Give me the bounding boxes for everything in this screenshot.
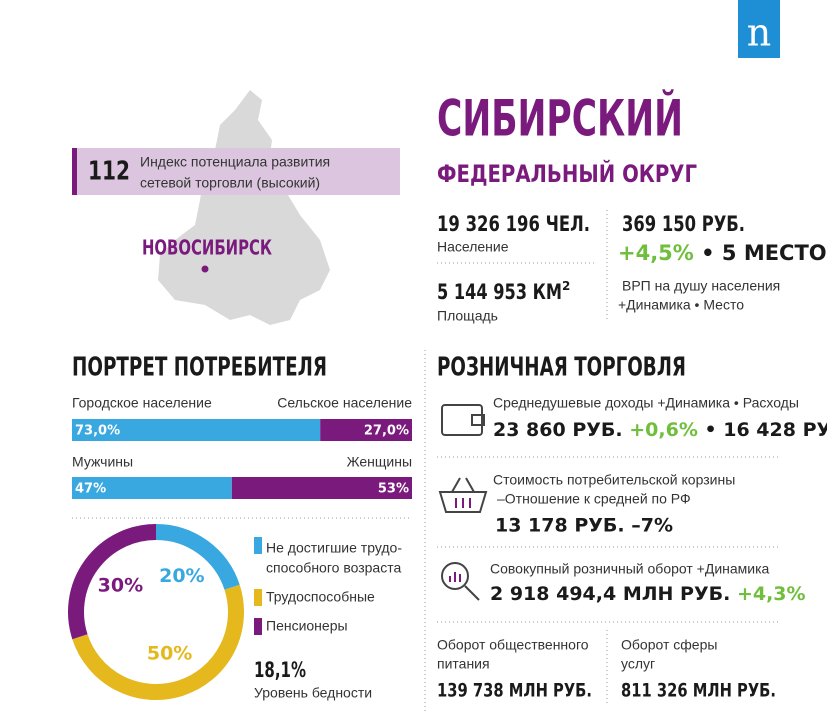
- services-value: 811 326 МЛН РУБ.: [621, 680, 776, 702]
- wallet-icon: [441, 404, 485, 436]
- grp-label: ВРП на душу населения: [622, 278, 780, 294]
- bar-segment: [72, 477, 232, 499]
- bar-value-label: 47%: [75, 482, 106, 497]
- legend-label: Трудоспособные: [266, 589, 375, 605]
- legend-swatch: [254, 589, 262, 606]
- donut-label: 20%: [159, 565, 204, 587]
- poverty-value: 18,1%: [254, 658, 306, 682]
- legend-label: Пенсионеры: [266, 618, 348, 634]
- bar-right-label: Женщины: [347, 454, 412, 470]
- donut-segment: [72, 584, 244, 700]
- retail-label: Оборот сферы: [621, 637, 717, 653]
- section-title: РОЗНИЧНАЯ ТОРГОВЛЯ: [437, 353, 686, 383]
- index-label: Индекс потенциала развития: [140, 154, 330, 170]
- region-title: СИБИРСКИЙ: [437, 89, 683, 148]
- bar-value-label: 73,0%: [75, 424, 120, 439]
- index-value: 112: [88, 157, 130, 187]
- area-label: Площадь: [437, 308, 498, 324]
- bar-value-label: 53%: [378, 482, 409, 497]
- population-label: Население: [437, 239, 509, 255]
- region-subtitle: ФЕДЕРАЛЬНЫЙ ОКРУГ: [437, 159, 697, 188]
- turnover-line: 2 918 494,4 МЛН РУБ. +4,3%: [490, 583, 806, 605]
- legend-label: способного возраста: [266, 560, 401, 576]
- index-box: [72, 148, 400, 195]
- retail-label: Совокупный розничный оборот +Динамика: [490, 561, 770, 577]
- legend-label: Не достигшие трудо-: [266, 540, 402, 556]
- grp-value: 369 150 РУБ.: [622, 212, 745, 236]
- city: НОВОСИБИРСК: [142, 236, 272, 260]
- grp-label: +Динамика • Место: [618, 297, 744, 313]
- income-spending: • 16 428 РУБ.: [704, 419, 827, 441]
- bar-value-label: 27,0%: [364, 424, 409, 439]
- bar-segment: [72, 419, 321, 441]
- logo-box: [738, 0, 780, 58]
- catering-value: 139 738 МЛН РУБ.: [437, 680, 592, 702]
- donut-segment: [68, 524, 157, 640]
- basket-value: 13 178 РУБ. –7%: [495, 515, 673, 537]
- bar-left-label: Городское население: [72, 395, 212, 411]
- index-label: сетевой торговли (высокий): [140, 175, 320, 191]
- basket-icon: [438, 477, 488, 513]
- bar-right-label: Сельское население: [277, 395, 412, 411]
- turnover-dynamics: +4,3%: [737, 583, 806, 605]
- legend-swatch: [254, 618, 262, 635]
- grp-rank: • 5 МЕСТО: [701, 241, 827, 265]
- donut-label: 50%: [147, 642, 192, 664]
- city-dot: [201, 265, 209, 273]
- bar-left-label: Мужчины: [72, 454, 133, 470]
- search-icon: [441, 562, 480, 601]
- retail-label: Оборот общественного: [437, 637, 589, 653]
- area-sup: 2: [562, 279, 570, 293]
- retail-label: питания: [437, 656, 490, 672]
- retail-label: –Отношение к средней по РФ: [497, 491, 691, 507]
- map: [158, 90, 330, 325]
- retail-label: Среднедушевые доходы +Динамика • Расходы: [493, 395, 799, 411]
- grp-line: +4,5% • 5 МЕСТО: [618, 241, 827, 265]
- bar-segment: [231, 477, 412, 499]
- area-number: 5 144 953 КМ: [437, 280, 562, 304]
- income-line: 23 860 РУБ. +0,6% • 16 428 РУБ.: [493, 419, 827, 441]
- poverty-label: Уровень бедности: [254, 685, 372, 701]
- population-value: 19 326 196 ЧЕЛ.: [437, 212, 590, 236]
- retail-label: Стоимость потребительской корзины: [493, 472, 735, 488]
- income-dynamics: +0,6%: [629, 419, 698, 441]
- logo: n: [747, 11, 771, 55]
- area-value: 5 144 953 КМ2: [437, 279, 570, 305]
- retail-label: услуг: [621, 656, 655, 672]
- donut-segment: [155, 524, 240, 590]
- grp-dynamics: +4,5%: [618, 241, 694, 265]
- donut-label: 30%: [98, 575, 143, 597]
- bar-segment: [320, 419, 412, 441]
- income-value: 23 860 РУБ.: [493, 419, 623, 441]
- turnover-value: 2 918 494,4 МЛН РУБ.: [490, 583, 730, 605]
- legend-swatch: [254, 537, 262, 554]
- index-accent: [72, 148, 77, 195]
- section-title: ПОРТРЕТ ПОТРЕБИТЕЛЯ: [72, 353, 327, 383]
